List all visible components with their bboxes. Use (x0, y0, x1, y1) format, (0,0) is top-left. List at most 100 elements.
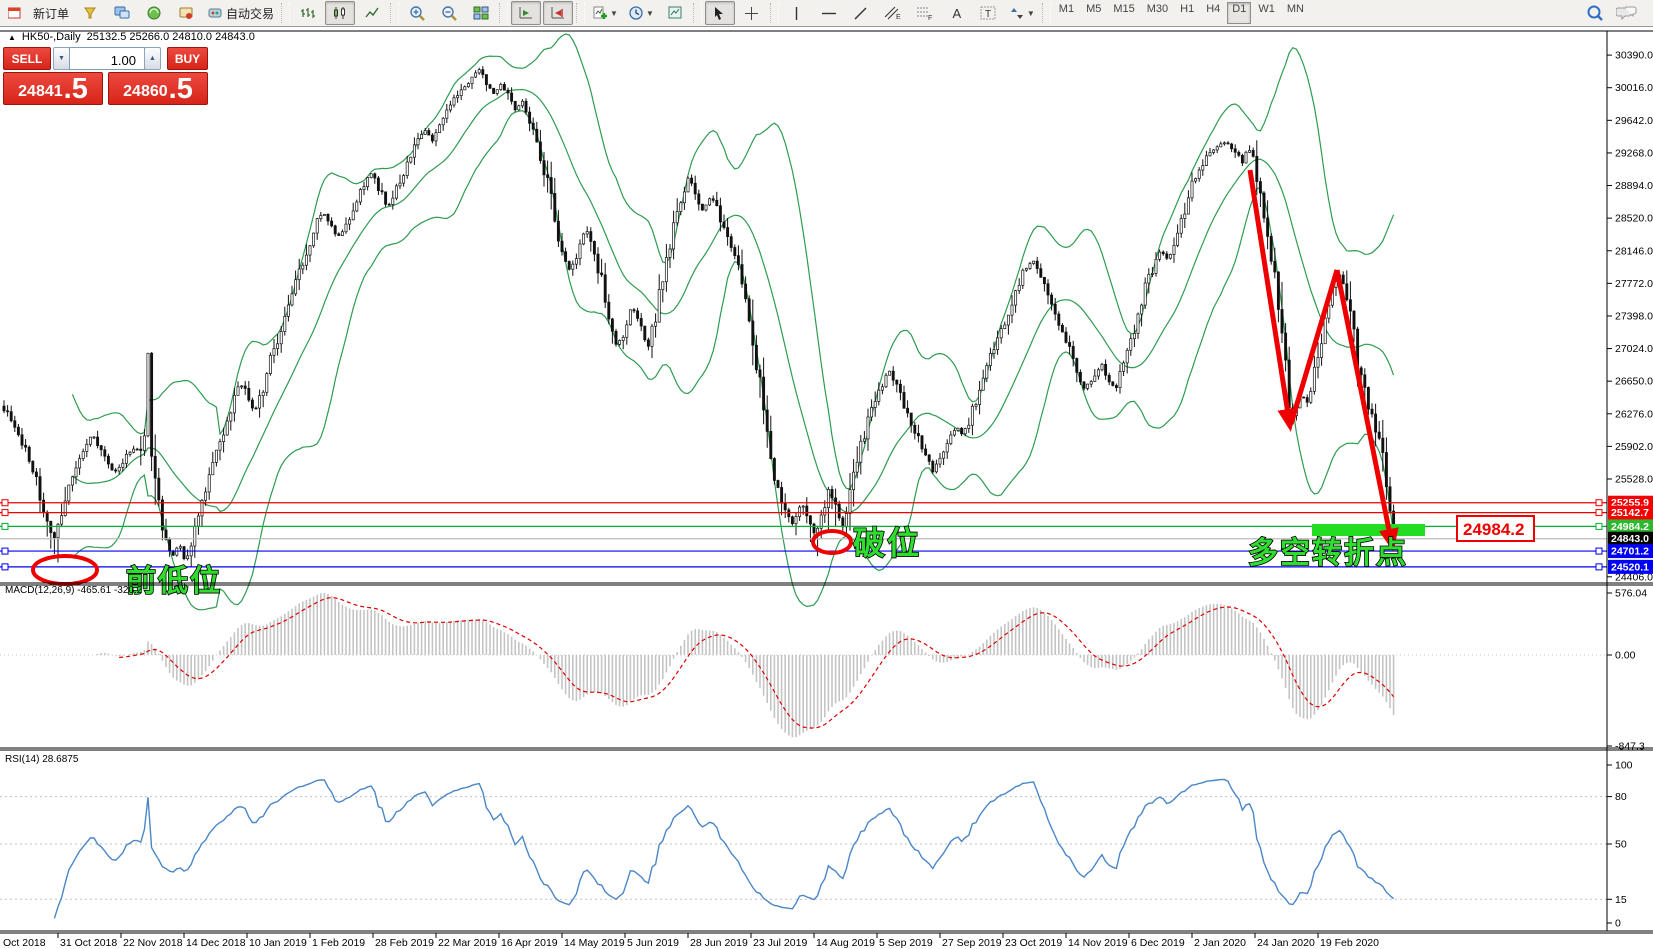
tf-m5-button[interactable]: M5 (1086, 3, 1102, 15)
cursor-tool-button[interactable] (704, 1, 735, 25)
bollinger-bands (71, 33, 1395, 611)
fibonacci-tool[interactable]: F (910, 1, 940, 25)
svg-text:25142.7: 25142.7 (1611, 507, 1649, 519)
svg-text:14 Aug 2019: 14 Aug 2019 (816, 937, 875, 949)
vertical-line-tool[interactable] (782, 1, 812, 25)
svg-text:-847.3: -847.3 (1615, 741, 1645, 753)
clipped-icon[interactable] (3, 1, 27, 25)
new-order-button[interactable]: 新订单 (33, 6, 70, 21)
text-tool[interactable]: A (952, 5, 962, 21)
buy-price-main: 24860 (123, 83, 168, 100)
chinese-annotation: 多空转折点 (1248, 537, 1408, 570)
svg-text:23 Jul 2019: 23 Jul 2019 (753, 937, 807, 949)
indicators-button[interactable]: ▼ (588, 1, 622, 25)
tf-m1-button[interactable]: M1 (1058, 3, 1075, 15)
navigator-icon[interactable] (139, 1, 169, 25)
text-label-tool[interactable]: T (974, 1, 1004, 25)
toolbar: 新订单 自动交易 (0, 0, 1653, 27)
channel-tool[interactable]: E (878, 1, 908, 25)
highlight-ellipse (31, 554, 99, 586)
tile-windows-icon[interactable] (466, 1, 496, 25)
svg-text:24406.0: 24406.0 (1615, 571, 1653, 583)
svg-text:29642.0: 29642.0 (1615, 115, 1653, 127)
svg-text:0.00: 0.00 (1615, 650, 1636, 662)
svg-text:50: 50 (1615, 839, 1627, 851)
periods-button[interactable]: ▼ (624, 1, 658, 25)
symbol-triangle-icon: ▲ (8, 32, 16, 42)
svg-text:14 Nov 2019: 14 Nov 2019 (1068, 937, 1128, 949)
market-watch-icon[interactable] (107, 1, 137, 25)
chinese-annotation: 前低位 (126, 564, 222, 598)
candles (2, 66, 1396, 568)
tf-m15-button[interactable]: M15 (1113, 3, 1135, 15)
separator (499, 3, 509, 23)
buy-price-button[interactable]: 24860.5 (108, 72, 208, 105)
auto-scroll-button[interactable] (511, 1, 542, 25)
svg-text:25902.0: 25902.0 (1615, 441, 1653, 453)
svg-text:27772.0: 27772.0 (1615, 278, 1653, 290)
bar-chart-button[interactable] (293, 1, 323, 25)
chat-icon[interactable] (1612, 1, 1642, 25)
svg-text:80: 80 (1615, 791, 1627, 803)
rsi-levels (0, 796, 1607, 900)
candlestick-chart-button[interactable] (325, 1, 356, 25)
arrows-tool[interactable]: ▼ (1006, 1, 1039, 25)
macd-signal-line (119, 596, 1395, 729)
separator (1041, 3, 1051, 23)
ohlc-values: 25132.5 25266.0 24810.0 24843.0 (86, 31, 255, 43)
crosshair-tool-button[interactable] (737, 1, 767, 25)
one-click-trading-panel: SELL ▼ ▲ BUY 24841.5 24860.5 (3, 47, 208, 105)
tf-m30-button[interactable]: M30 (1146, 3, 1169, 15)
terminal-icon[interactable] (171, 1, 201, 25)
buy-button[interactable]: BUY (167, 47, 208, 70)
svg-text:5 Sep 2019: 5 Sep 2019 (879, 937, 933, 949)
tf-h1-button[interactable]: H1 (1180, 3, 1195, 15)
rsi-indicator-label: RSI(14) 28.6875 (5, 754, 79, 765)
tf-mn-button[interactable]: MN (1286, 3, 1304, 15)
svg-text:28 Jun 2019: 28 Jun 2019 (690, 937, 748, 949)
svg-text:22 Mar 2019: 22 Mar 2019 (438, 937, 497, 949)
svg-text:E: E (896, 14, 901, 21)
tf-w1-button[interactable]: W1 (1258, 3, 1275, 15)
templates-button[interactable] (660, 1, 690, 25)
svg-text:27398.0: 27398.0 (1615, 310, 1653, 322)
sell-button[interactable]: SELL (3, 47, 51, 70)
sell-price-button[interactable]: 24841.5 (3, 72, 103, 105)
svg-text:29268.0: 29268.0 (1615, 147, 1653, 159)
svg-text:27024.0: 27024.0 (1615, 343, 1653, 355)
svg-text:28 Feb 2019: 28 Feb 2019 (375, 937, 434, 949)
svg-text:26276.0: 26276.0 (1615, 408, 1653, 420)
sell-price-frac: .5 (63, 73, 88, 105)
svg-text:24984.2: 24984.2 (1611, 521, 1649, 533)
line-chart-button[interactable] (357, 1, 387, 25)
separator (576, 3, 586, 23)
separator (692, 3, 702, 23)
separator (281, 3, 291, 23)
annotations[interactable]: 前低位 破位 多空转折点 24984.2 (31, 169, 1535, 599)
chart-title: ▲ HK50-,Daily 25132.5 25266.0 24810.0 24… (8, 31, 255, 43)
zoom-out-button[interactable] (434, 1, 464, 25)
buy-price-frac: .5 (168, 73, 193, 105)
tf-d1-button[interactable]: D1 (1227, 2, 1252, 24)
price-axis[interactable]: 30390.0 30016.0 29642.0 29268.0 28894.0 28520… (1607, 50, 1653, 930)
volume-increase-button[interactable]: ▲ (144, 47, 161, 70)
chart-canvas[interactable]: 前低位 破位 多空转折点 24984.2 30390.0 30016.0 29642.0 29… (0, 28, 1653, 949)
support-highlight-bar (1312, 524, 1425, 536)
tf-h4-button[interactable]: H4 (1206, 3, 1221, 15)
chart-shift-button[interactable] (543, 1, 574, 25)
symbol-period: HK50-,Daily (21, 31, 81, 43)
quotes-icon[interactable] (75, 1, 105, 25)
zoom-in-button[interactable] (402, 1, 432, 25)
svg-text:Oct 2018: Oct 2018 (3, 937, 46, 949)
svg-text:100: 100 (1615, 760, 1633, 772)
volume-input[interactable] (69, 47, 145, 70)
date-axis[interactable]: Oct 2018 31 Oct 2018 22 Nov 2018 14 Dec 201… (3, 933, 1379, 949)
trendline-tool[interactable] (846, 1, 876, 25)
macd-histogram (96, 593, 1395, 738)
volume-decrease-button[interactable]: ▼ (53, 47, 70, 70)
autotrading-button[interactable]: 自动交易 (203, 1, 278, 25)
search-icon[interactable] (1580, 1, 1610, 25)
horizontal-line-tool[interactable] (814, 1, 844, 25)
price-tag-box (1456, 515, 1535, 542)
